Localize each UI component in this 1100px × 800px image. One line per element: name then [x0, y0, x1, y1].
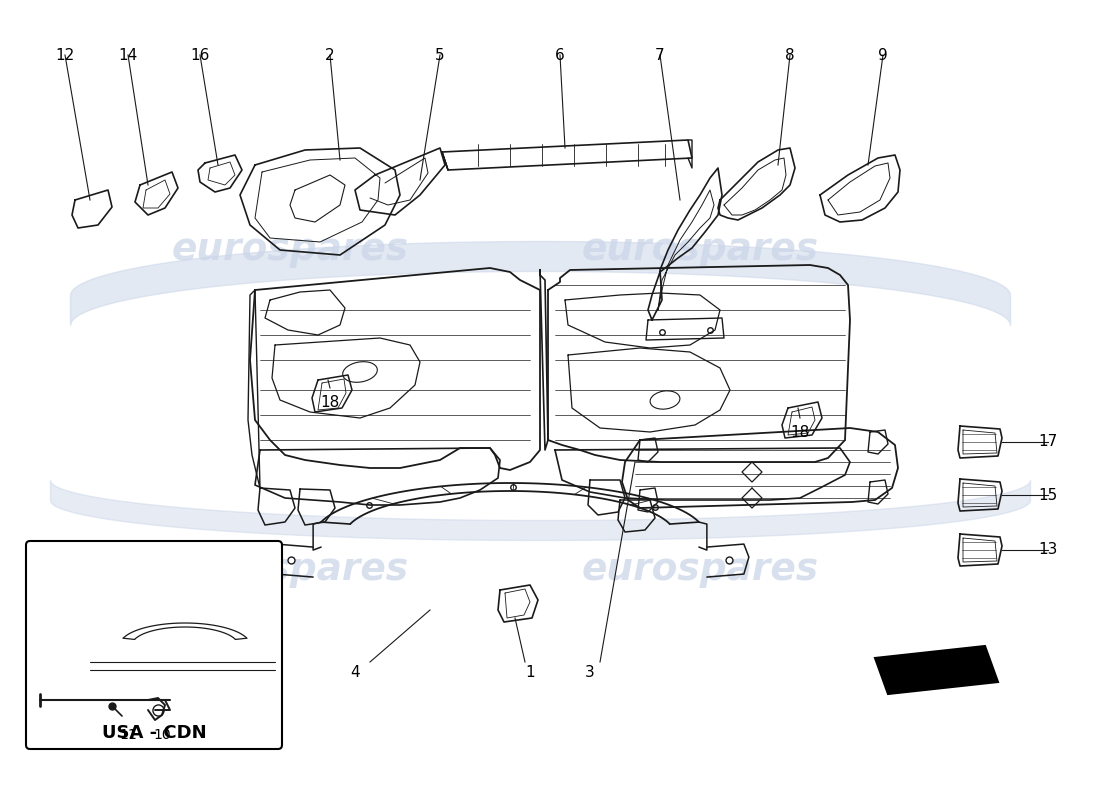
Text: eurospares: eurospares	[172, 552, 408, 588]
Text: 14: 14	[119, 47, 138, 62]
Text: 12: 12	[55, 47, 75, 62]
Text: 1: 1	[525, 665, 535, 680]
Text: eurospares: eurospares	[582, 552, 818, 588]
Text: eurospares: eurospares	[582, 232, 818, 268]
Text: 7: 7	[656, 47, 664, 62]
Text: 9: 9	[878, 47, 888, 62]
Text: 15: 15	[1038, 487, 1057, 502]
FancyBboxPatch shape	[26, 541, 282, 749]
Text: 2: 2	[326, 47, 334, 62]
Text: 4: 4	[350, 665, 360, 680]
Text: 18: 18	[791, 425, 810, 440]
Text: 18: 18	[320, 395, 340, 410]
Text: 16: 16	[190, 47, 210, 62]
Text: 17: 17	[1038, 434, 1057, 450]
Text: 5: 5	[436, 47, 444, 62]
Text: USA - CDN: USA - CDN	[101, 724, 207, 742]
Text: 3: 3	[585, 665, 595, 680]
Text: 13: 13	[1038, 542, 1058, 558]
Text: eurospares: eurospares	[172, 232, 408, 268]
Text: 6: 6	[556, 47, 565, 62]
Text: 11: 11	[119, 728, 136, 742]
Text: 10: 10	[153, 728, 170, 742]
Polygon shape	[874, 646, 998, 694]
Text: 8: 8	[785, 47, 795, 62]
